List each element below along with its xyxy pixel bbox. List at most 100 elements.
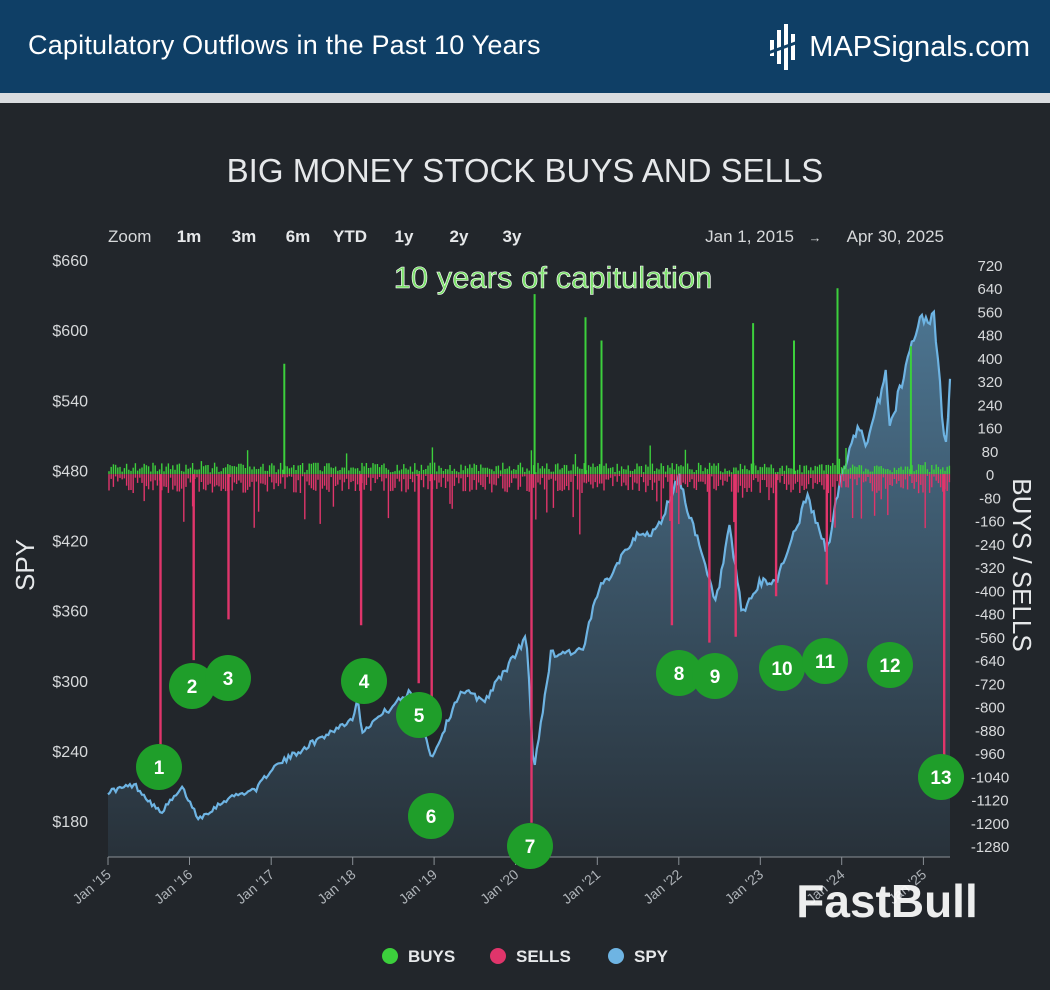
marker-label: 5: [414, 706, 425, 727]
left-axis-label: SPY: [10, 539, 40, 591]
zoom-options: 1m 3m 6m YTD 1y 2y 3y: [177, 227, 522, 246]
marker-circle: [507, 823, 553, 869]
x-tick-label: Jan '15: [69, 866, 114, 907]
right-tick-label: -560: [975, 630, 1005, 647]
marker-11: 11: [802, 638, 848, 684]
zoom-option-ytd[interactable]: YTD: [333, 227, 367, 246]
marker-2: 2: [169, 663, 215, 709]
marker-circle: [759, 645, 805, 691]
right-tick-label: 240: [977, 397, 1002, 414]
x-tick-label: Jan '18: [314, 866, 359, 907]
header-banner: Capitulatory Outflows in the Past 10 Yea…: [0, 0, 1050, 93]
left-axis: $660 $600 $540 $480 $420 $360 $300 $240 $180: [52, 253, 88, 831]
right-tick-label: 160: [977, 421, 1002, 438]
zoom-option-6m[interactable]: 6m: [286, 227, 311, 246]
brand: MAPSignals.com: [767, 22, 1030, 72]
right-axis: 720 640 560 480 400 320 240 160 80 0 -80 -160 -240 -3…: [971, 258, 1009, 856]
marker-9: 9: [692, 653, 738, 699]
right-tick-label: -640: [975, 653, 1005, 670]
marker-10: 10: [759, 645, 805, 691]
left-tick-label: $240: [52, 744, 88, 761]
right-tick-label: -880: [975, 723, 1005, 740]
x-tick-label: Jan '16: [151, 866, 196, 907]
zoom-option-1y[interactable]: 1y: [395, 227, 414, 246]
marker-label: 11: [815, 652, 836, 673]
spy-series: [107, 309, 952, 857]
marker-5: 5: [396, 692, 442, 738]
marker-circle: [867, 642, 913, 688]
right-tick-label: 320: [977, 374, 1002, 391]
left-tick-label: $420: [52, 534, 88, 551]
brand-name: MAPSignals.com: [809, 30, 1030, 63]
spy-area: [108, 311, 950, 857]
marker-12: 12: [867, 642, 913, 688]
marker-6: 6: [408, 793, 454, 839]
watermark: FastBull: [796, 875, 977, 927]
marker-circle: [169, 663, 215, 709]
left-tick-label: $180: [52, 814, 88, 831]
marker-circle: [918, 754, 964, 800]
range-to: Apr 30, 2025: [847, 227, 944, 246]
right-tick-label: -400: [975, 583, 1005, 600]
legend-swatch: [382, 948, 398, 964]
chart-annotation: 10 years of capitulation: [394, 260, 713, 295]
zoom-option-2y[interactable]: 2y: [450, 227, 469, 246]
marker-label: 4: [359, 672, 370, 693]
flow-bars: [108, 288, 951, 823]
marker-7: 7: [507, 823, 553, 869]
x-tick-label: Jan '17: [233, 866, 278, 907]
left-tick-label: $300: [52, 674, 88, 691]
right-tick-label: 400: [977, 351, 1002, 368]
marker-label: 2: [187, 677, 198, 698]
left-tick-label: $660: [52, 253, 88, 270]
marker-1: 1: [136, 744, 182, 790]
legend-label: BUYS: [408, 947, 455, 966]
mapsignals-logo-icon: [767, 24, 799, 70]
right-tick-label: -960: [975, 746, 1005, 763]
legend-item-spy[interactable]: SPY: [608, 947, 669, 966]
x-tick-label: Jan '20: [477, 866, 522, 907]
marker-13: 13: [918, 754, 964, 800]
marker-3: 3: [205, 655, 251, 701]
zoom-option-3m[interactable]: 3m: [232, 227, 257, 246]
marker-label: 1: [154, 758, 165, 779]
x-tick-label: Jan '23: [722, 866, 767, 907]
zoom-option-1m[interactable]: 1m: [177, 227, 202, 246]
marker-label: 10: [771, 659, 792, 680]
marker-label: 7: [525, 837, 536, 858]
legend-item-buys[interactable]: BUYS: [382, 947, 455, 966]
right-tick-label: -720: [975, 676, 1005, 693]
marker-circle: [205, 655, 251, 701]
header-title: Capitulatory Outflows in the Past 10 Yea…: [28, 30, 541, 60]
left-tick-label: $600: [52, 323, 88, 340]
marker-circle: [341, 658, 387, 704]
legend-item-sells[interactable]: SELLS: [490, 947, 571, 966]
marker-label: 13: [930, 768, 951, 789]
right-tick-label: -1280: [971, 839, 1009, 856]
zoom-option-3y[interactable]: 3y: [503, 227, 522, 246]
marker-circle: [396, 692, 442, 738]
right-tick-label: -1120: [971, 793, 1008, 810]
header-divider: [0, 93, 1050, 103]
marker-circle: [802, 638, 848, 684]
marker-circle: [408, 793, 454, 839]
marker-label: 3: [223, 669, 234, 690]
marker-circle: [136, 744, 182, 790]
right-tick-label: -1200: [971, 816, 1009, 833]
right-tick-label: -800: [975, 700, 1005, 717]
legend-label: SELLS: [516, 947, 571, 966]
right-tick-label: -240: [975, 537, 1005, 554]
right-tick-label: 720: [977, 258, 1002, 275]
x-tick-label: Jan '21: [559, 866, 604, 907]
right-tick-label: -160: [975, 514, 1005, 531]
right-tick-label: -80: [979, 490, 1001, 507]
marker-label: 12: [879, 656, 900, 677]
left-tick-label: $540: [52, 393, 88, 410]
legend-swatch: [490, 948, 506, 964]
legend-label: SPY: [634, 947, 669, 966]
range-from: Jan 1, 2015: [705, 227, 794, 246]
right-tick-label: -320: [975, 560, 1005, 577]
marker-circle: [656, 650, 702, 696]
